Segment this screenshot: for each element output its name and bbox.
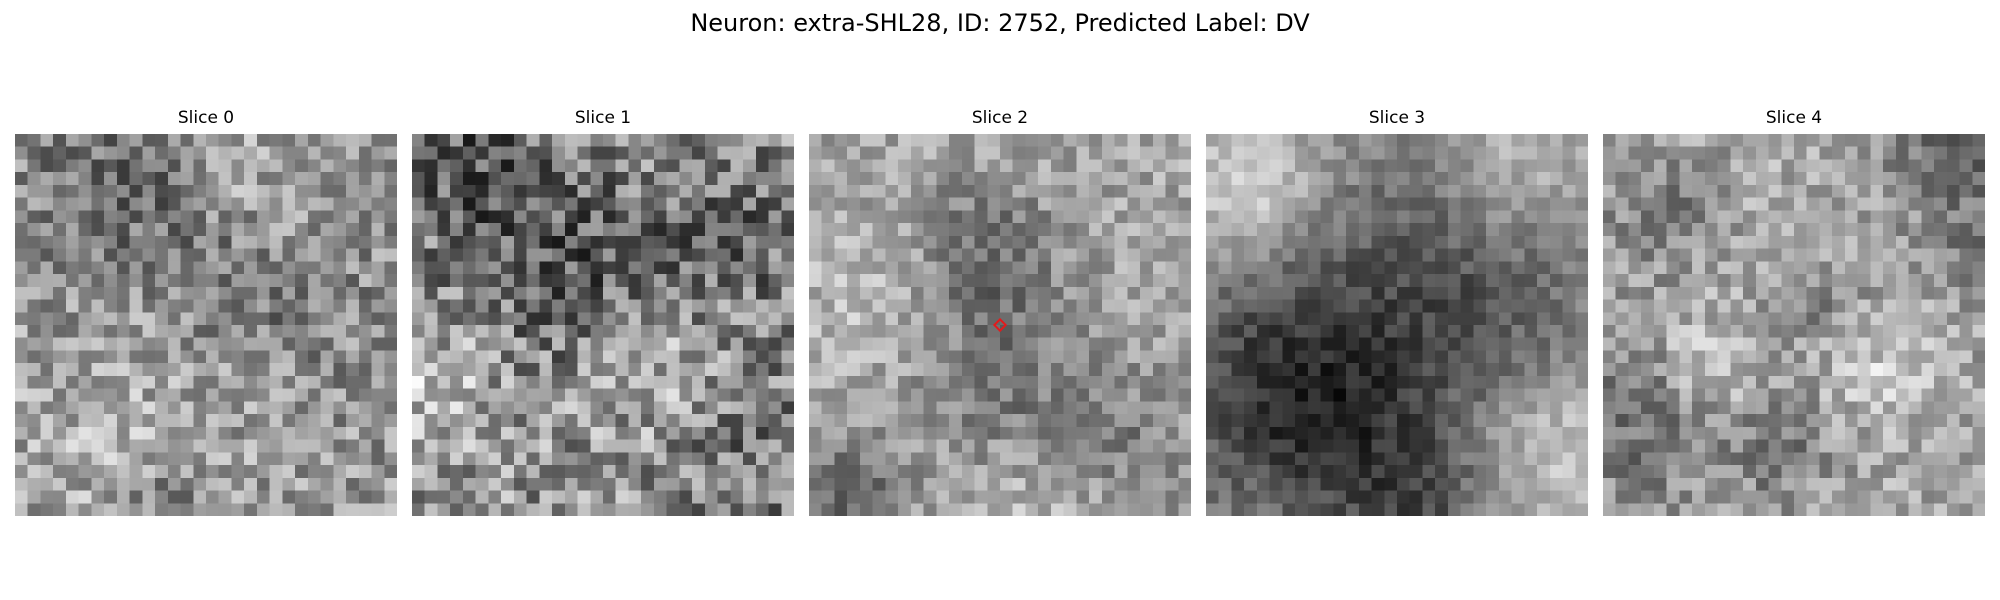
slice-panel-4: Slice 4: [1603, 108, 1985, 516]
slice-title-3: Slice 3: [1368, 108, 1426, 128]
slice-panel-3: Slice 3: [1206, 108, 1588, 516]
slice-panel-0: Slice 0: [15, 108, 397, 516]
slice-image-4: [1603, 134, 1985, 516]
slice-title-1: Slice 1: [574, 108, 632, 128]
slice-title-0: Slice 0: [177, 108, 235, 128]
slice-panel-2: Slice 2: [809, 108, 1191, 516]
slice-image-2: [809, 134, 1191, 516]
figure-title: Neuron: extra-SHL28, ID: 2752, Predicted…: [690, 9, 1310, 37]
slice-title-2: Slice 2: [971, 108, 1029, 128]
slice-image-1: [412, 134, 794, 516]
slice-image-0: [15, 134, 397, 516]
slice-image-3: [1206, 134, 1588, 516]
slice-panel-1: Slice 1: [412, 108, 794, 516]
slice-title-4: Slice 4: [1765, 108, 1823, 128]
